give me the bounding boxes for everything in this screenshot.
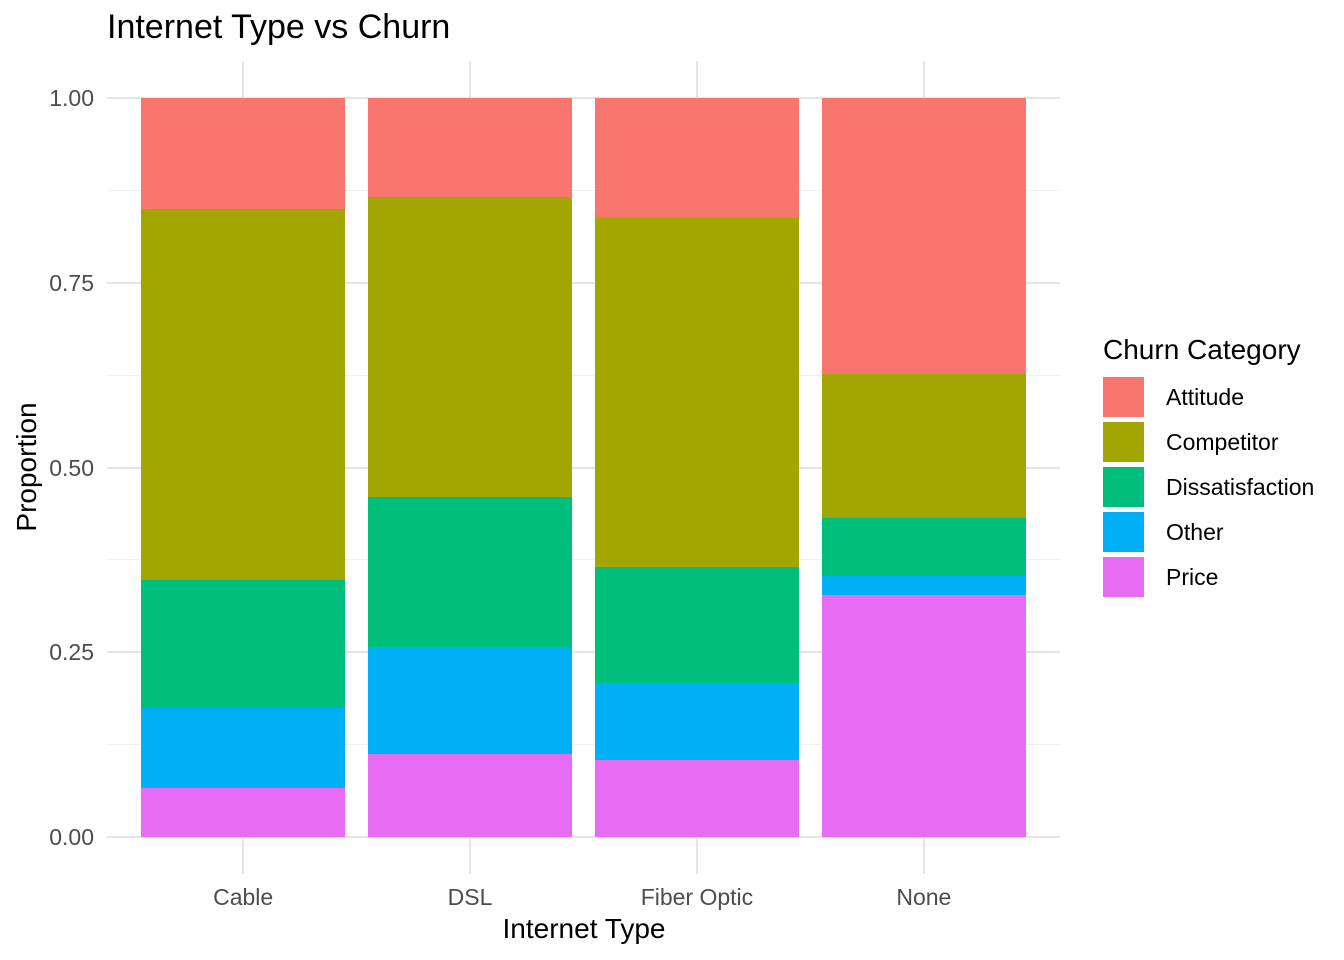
bar-segment-competitor <box>594 218 800 567</box>
x-tick-label: DSL <box>447 884 493 910</box>
legend-item-dissatisfaction: Dissatisfaction <box>1103 467 1314 507</box>
bar-none <box>821 61 1026 874</box>
bar-fiber-optic <box>594 61 800 874</box>
gridline-horizontal-minor <box>107 374 1060 376</box>
y-tick-label: 0.75 <box>49 269 94 296</box>
bar-segment-other <box>594 683 800 761</box>
y-tick-label: 0.50 <box>49 454 94 481</box>
chart-title: Internet Type vs Churn <box>107 8 451 46</box>
x-tick-label: Fiber Optic <box>640 884 754 910</box>
legend-item-attitude: Attitude <box>1103 377 1314 417</box>
legend-title: Churn Category <box>1103 334 1301 365</box>
bar-segment-attitude <box>367 97 573 197</box>
bar-dsl <box>367 61 573 874</box>
x-tick-label: None <box>896 884 952 910</box>
legend-swatch-icon <box>1103 512 1144 552</box>
bar-cable <box>141 61 346 874</box>
gridline-horizontal-major <box>107 651 1060 654</box>
x-axis-title: Internet Type <box>502 913 666 944</box>
bar-segment-dissatisfaction <box>367 497 573 648</box>
legend-label: Dissatisfaction <box>1166 474 1315 500</box>
bar-segment-attitude <box>594 97 800 219</box>
bar-segment-price <box>821 595 1026 838</box>
legend-swatch-icon <box>1103 467 1144 507</box>
gridline-horizontal-major <box>107 96 1060 99</box>
legend-item-price: Price <box>1103 557 1314 597</box>
y-axis-title: Proportion <box>11 402 42 532</box>
bar-segment-attitude <box>141 97 346 209</box>
bar-segment-price <box>141 787 346 838</box>
y-tick-label: 0.00 <box>49 824 94 851</box>
y-tick-label: 1.00 <box>49 84 94 111</box>
gridline-horizontal-minor <box>107 189 1060 191</box>
legend-label: Other <box>1166 519 1224 545</box>
bar-segment-dissatisfaction <box>821 517 1026 577</box>
gridline-horizontal-major <box>107 281 1060 284</box>
bar-segment-dissatisfaction <box>141 579 346 709</box>
bar-segment-competitor <box>367 196 573 498</box>
legend-swatch-icon <box>1103 557 1144 597</box>
bar-segment-price <box>367 754 573 838</box>
bar-segment-other <box>141 708 346 788</box>
legend: Churn Category Attitude Competitor Dissati… <box>1103 333 1314 602</box>
y-tick-label: 0.25 <box>49 639 94 666</box>
plot-panel <box>107 61 1060 874</box>
gridline-horizontal-major <box>107 836 1060 839</box>
legend-label: Price <box>1166 564 1219 590</box>
bar-segment-attitude <box>821 97 1026 374</box>
bar-segment-competitor <box>141 208 346 580</box>
bar-segment-other <box>367 647 573 755</box>
legend-items: Attitude Competitor Dissatisfaction Other Pr… <box>1103 377 1314 597</box>
bar-segment-other <box>821 576 1026 596</box>
legend-label: Competitor <box>1166 429 1279 455</box>
legend-item-other: Other <box>1103 512 1314 552</box>
legend-item-competitor: Competitor <box>1103 422 1314 462</box>
bar-segment-dissatisfaction <box>594 566 800 684</box>
gridline-horizontal-minor <box>107 744 1060 746</box>
bar-segment-price <box>594 760 800 838</box>
gridline-horizontal-minor <box>107 559 1060 561</box>
legend-swatch-icon <box>1103 377 1144 417</box>
legend-label: Attitude <box>1166 384 1244 410</box>
x-tick-label: Cable <box>213 884 274 910</box>
gridline-horizontal-major <box>107 466 1060 469</box>
legend-swatch-icon <box>1103 422 1144 462</box>
bar-segment-competitor <box>821 373 1026 518</box>
